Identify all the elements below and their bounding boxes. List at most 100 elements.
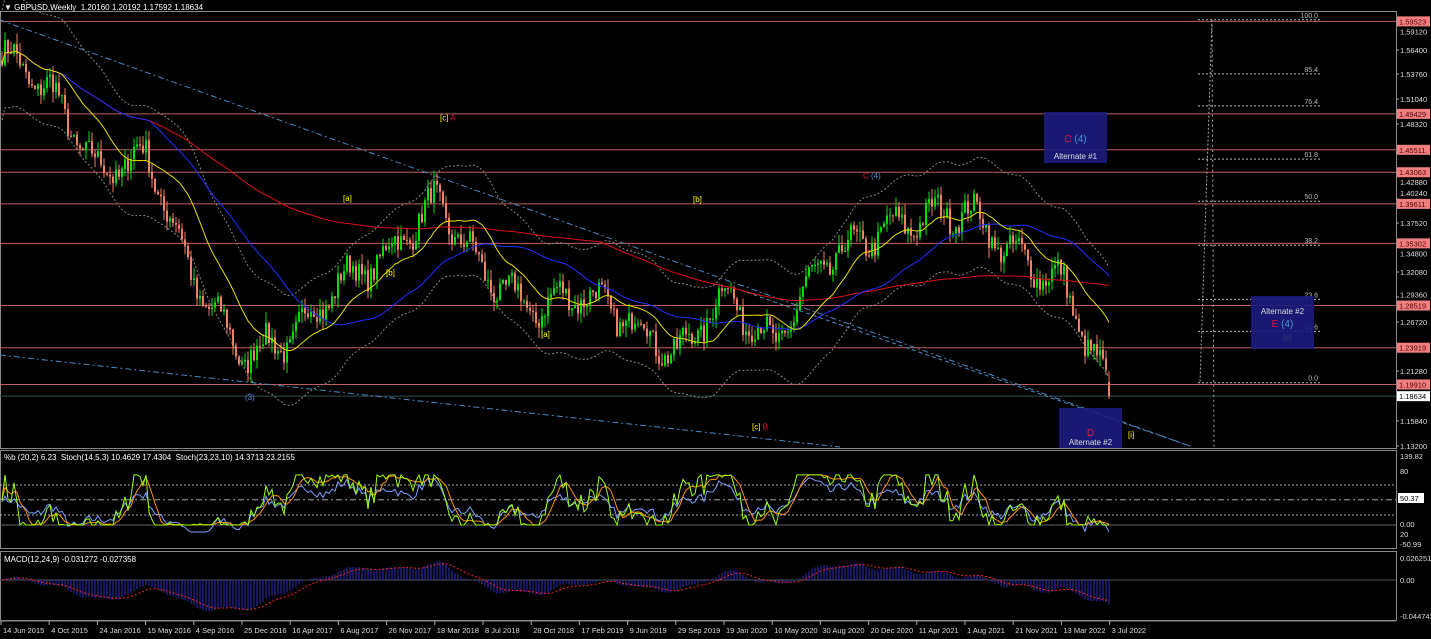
candle-body	[1030, 260, 1032, 280]
candle-body	[670, 355, 672, 364]
candle-body	[544, 316, 546, 318]
candle-body	[1087, 339, 1089, 357]
candle-body	[682, 327, 684, 336]
bollinger-lower	[1, 105, 1110, 407]
wave-label: [c] A	[440, 114, 456, 123]
candle-body	[1093, 344, 1095, 351]
trendline-channel	[739, 289, 1191, 447]
candle-body	[562, 281, 564, 294]
candle-body	[1000, 247, 1002, 263]
candle-body	[187, 245, 189, 258]
time-tick-label: 20 Dec 2020	[871, 626, 914, 635]
candle-body	[1024, 244, 1026, 250]
candle-body	[886, 215, 888, 224]
candle-body	[334, 296, 336, 299]
candle-body	[418, 213, 420, 242]
candle-body	[742, 307, 744, 336]
candle-body	[1051, 268, 1053, 282]
candle-body	[931, 199, 933, 207]
candle-body	[796, 310, 798, 323]
time-tick-label: 30 Aug 2020	[822, 626, 864, 635]
candle-body	[55, 82, 57, 92]
candle-body	[502, 280, 504, 284]
candle-body	[397, 236, 399, 250]
candle-body	[883, 223, 885, 228]
candle-body	[433, 180, 435, 203]
candle-body	[307, 313, 309, 317]
candle-body	[274, 337, 276, 354]
candle-body	[901, 214, 903, 218]
candle-body	[226, 309, 228, 328]
candle-body	[889, 215, 891, 217]
candle-body	[31, 84, 33, 86]
candle-body	[151, 171, 153, 179]
candle-body	[391, 244, 393, 247]
candle-body	[235, 345, 237, 357]
candle-body	[394, 236, 396, 245]
candle-body	[262, 344, 264, 347]
fib-level-label: 23.6	[1304, 292, 1318, 299]
candle-body	[493, 292, 495, 302]
candle-body	[79, 145, 81, 149]
candle-body	[619, 322, 621, 337]
candle-body	[88, 140, 90, 142]
price-tick-label: 1.37520	[1400, 219, 1427, 228]
candle-body	[97, 151, 99, 158]
candle-body	[121, 168, 123, 177]
candle-body	[895, 206, 897, 216]
scenario-box-caption: Alternate #2	[1261, 307, 1305, 316]
candle-body	[613, 308, 615, 310]
candle-body	[598, 282, 600, 299]
candle-body	[145, 140, 147, 153]
scenario-box	[1044, 112, 1107, 163]
candle-body	[220, 296, 222, 312]
candle-body	[736, 298, 738, 311]
candle-body	[244, 359, 246, 362]
trendline-upper	[0, 19, 1191, 447]
collapse-triangle-icon[interactable]: ▼	[4, 3, 15, 12]
candle-body	[508, 275, 510, 285]
candle-body	[595, 292, 597, 299]
stoch-axis-label: 20	[1400, 530, 1408, 539]
candle-body	[328, 306, 330, 308]
candle-body	[184, 239, 186, 246]
time-tick-label: 19 Jan 2020	[726, 626, 767, 635]
macd-axis-label: 0.026251	[1400, 554, 1431, 563]
candle-body	[388, 246, 390, 250]
candle-body	[841, 245, 843, 252]
candle-body	[976, 193, 978, 202]
candle-body	[814, 264, 816, 266]
time-tick-label: 1 Aug 2021	[967, 626, 1005, 635]
candle-body	[754, 339, 756, 342]
candle-body	[601, 282, 603, 285]
candle-body	[25, 63, 27, 73]
candle-body	[460, 234, 462, 245]
candle-body	[361, 264, 363, 275]
time-tick-label: 13 Mar 2022	[1063, 626, 1105, 635]
fib-level-label: 50.0	[1304, 194, 1318, 201]
stoch-value-tag-bg	[1398, 493, 1424, 503]
time-tick-label: 28 Oct 2018	[533, 626, 574, 635]
candle-body	[856, 229, 858, 232]
candle-body	[1096, 344, 1098, 356]
candle-body	[352, 265, 354, 273]
wave-label-part: [b]	[386, 268, 395, 277]
candle-body	[133, 146, 135, 160]
candle-body	[406, 239, 408, 241]
candle-body	[1066, 266, 1068, 298]
candle-body	[256, 345, 258, 361]
time-tick-label: 29 Sep 2019	[678, 626, 721, 635]
current-price-tag: 1.18634	[1399, 392, 1426, 401]
candle-body	[172, 218, 174, 223]
candle-body	[634, 323, 636, 330]
candle-body	[118, 169, 120, 177]
price-tick-label: 1.53760	[1400, 70, 1427, 79]
candle-body	[319, 309, 321, 322]
candle-body	[436, 180, 438, 185]
fib-level-label: 0.0	[1308, 376, 1318, 383]
candle-body	[91, 140, 93, 154]
candle-body	[241, 361, 243, 365]
candle-body	[1108, 382, 1110, 397]
price-tick-label: 1.15840	[1400, 417, 1427, 426]
